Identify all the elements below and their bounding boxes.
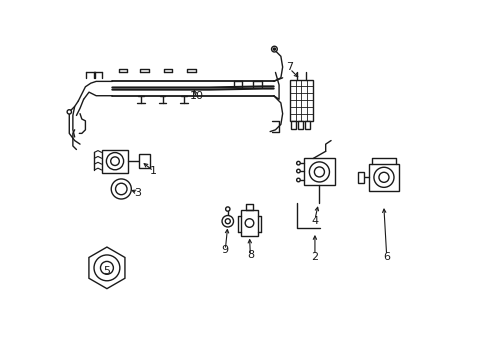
Bar — [368, 164, 399, 191]
Circle shape — [222, 216, 234, 227]
Bar — [291, 121, 296, 129]
Circle shape — [116, 183, 127, 195]
Text: 5: 5 — [103, 266, 110, 276]
Circle shape — [245, 219, 254, 227]
Circle shape — [315, 167, 324, 177]
Bar — [242, 211, 258, 235]
Bar — [290, 80, 313, 121]
Circle shape — [309, 162, 329, 182]
Text: 10: 10 — [190, 91, 203, 101]
Text: 2: 2 — [311, 252, 318, 262]
Bar — [305, 121, 310, 129]
Text: 9: 9 — [221, 245, 229, 255]
Circle shape — [296, 169, 300, 173]
Text: 7: 7 — [286, 62, 294, 72]
Circle shape — [296, 161, 300, 165]
Text: 4: 4 — [311, 216, 318, 226]
Text: 6: 6 — [383, 252, 390, 262]
Circle shape — [225, 207, 230, 211]
Circle shape — [111, 157, 119, 166]
Circle shape — [273, 48, 275, 50]
Text: 1: 1 — [150, 166, 157, 176]
Circle shape — [106, 153, 123, 170]
Circle shape — [94, 255, 120, 281]
Circle shape — [225, 219, 230, 224]
Circle shape — [296, 178, 300, 182]
Polygon shape — [89, 247, 125, 289]
Bar — [101, 149, 128, 173]
Bar — [304, 158, 335, 185]
Text: 3: 3 — [134, 188, 141, 198]
Circle shape — [379, 172, 389, 182]
Text: 8: 8 — [247, 250, 254, 260]
Circle shape — [100, 261, 113, 274]
Bar — [139, 154, 150, 168]
Circle shape — [67, 110, 72, 114]
Bar — [358, 172, 365, 183]
Circle shape — [111, 179, 131, 199]
Circle shape — [271, 46, 277, 52]
Bar — [298, 121, 303, 129]
Circle shape — [374, 167, 394, 187]
